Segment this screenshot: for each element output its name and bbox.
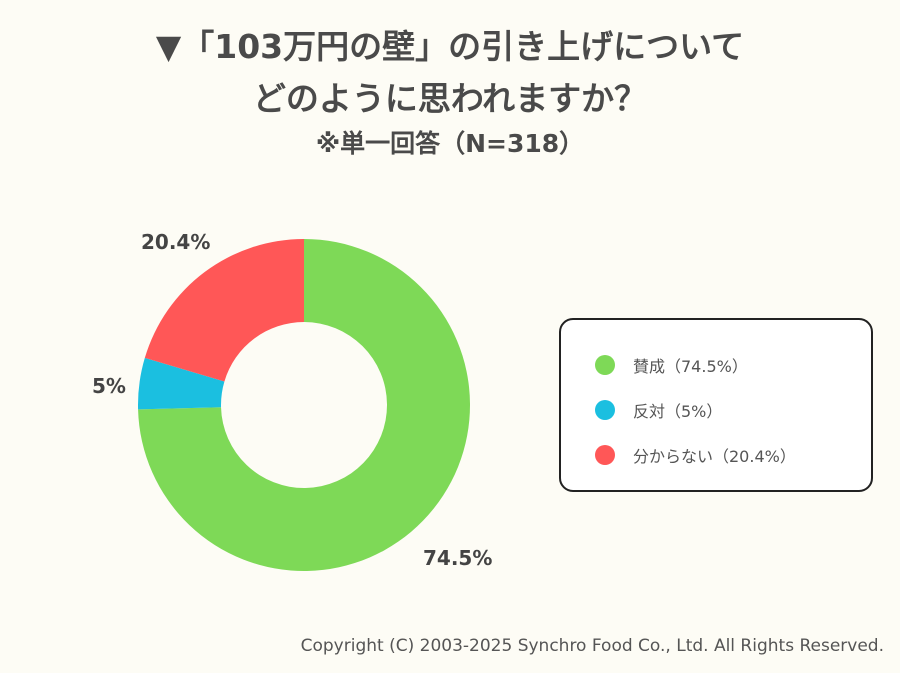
slice-disagree [138,357,225,410]
legend: 賛成（74.5%） 反対（5%） 分からない（20.4%） [559,318,873,492]
legend-label: 反対（5%） [633,402,723,421]
subtitle: ※単一回答（N=318） [315,129,585,158]
data-label-agree: 74.5% [423,546,493,570]
data-label-unknown: 20.4% [141,230,211,254]
legend-label: 分からない（20.4%） [633,447,796,466]
copyright: Copyright (C) 2003-2025 Synchro Food Co.… [300,636,884,656]
legend-item-disagree: 反対（5%） [595,398,722,422]
slice-agree [138,239,470,571]
legend-item-agree: 賛成（74.5%） [595,353,748,377]
slice-unknown [144,239,304,382]
legend-dot-icon [595,400,615,420]
legend-item-unknown: 分からない（20.4%） [595,443,796,467]
title-line-2: どのように思われますか？ [252,79,648,118]
data-label-disagree: 5% [92,374,126,398]
legend-dot-icon [595,445,615,465]
title-line-1: ▼「103万円の壁」の引き上げについて [155,27,745,66]
legend-dot-icon [595,355,615,375]
legend-label: 賛成（74.5%） [633,357,748,376]
